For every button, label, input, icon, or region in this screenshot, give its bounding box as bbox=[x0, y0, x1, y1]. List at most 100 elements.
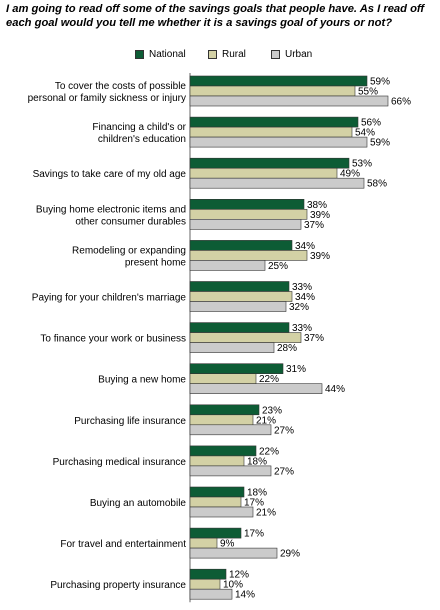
data-label-urban: 27% bbox=[274, 466, 294, 477]
category-label: personal or family sickness or injury bbox=[28, 93, 186, 104]
bar-national bbox=[189, 527, 242, 539]
chart-title-line-2: each goal would you tell me whether it i… bbox=[6, 17, 393, 29]
bar-national bbox=[189, 322, 290, 333]
chart-title-line-1: I am going to read off some of the savin… bbox=[6, 3, 425, 15]
legend-swatch-urban bbox=[271, 50, 280, 59]
bar-rural bbox=[189, 250, 308, 261]
data-label-urban: 21% bbox=[256, 508, 276, 519]
bar-rural bbox=[189, 537, 218, 549]
category-label: other consumer durables bbox=[75, 216, 186, 227]
bar-urban bbox=[189, 547, 278, 559]
bar-urban bbox=[189, 342, 275, 353]
data-label-urban: 29% bbox=[280, 549, 300, 560]
data-label-rural: 18% bbox=[247, 456, 267, 467]
bar-rural bbox=[189, 291, 293, 302]
category-label: Financing a child's or bbox=[92, 122, 186, 133]
category-label: Buying home electronic items and bbox=[36, 204, 186, 215]
data-label-national: 33% bbox=[292, 323, 312, 334]
data-label-national: 34% bbox=[295, 241, 315, 252]
category-label: To cover the costs of possible bbox=[55, 81, 187, 92]
data-label-rural: 17% bbox=[244, 498, 264, 509]
bar-urban bbox=[189, 383, 323, 395]
category-label: Buying a new home bbox=[98, 375, 186, 386]
data-label-national: 12% bbox=[229, 570, 249, 581]
data-label-urban: 27% bbox=[274, 425, 294, 436]
data-label-national: 38% bbox=[307, 200, 327, 211]
bar-national bbox=[189, 240, 293, 251]
category-label: Purchasing property insurance bbox=[50, 580, 186, 591]
legend-swatch-national bbox=[135, 50, 144, 59]
data-label-national: 53% bbox=[352, 159, 372, 170]
category-label: present home bbox=[125, 257, 187, 268]
data-label-urban: 14% bbox=[235, 590, 255, 601]
bar-national bbox=[189, 404, 260, 416]
category-label: Buying an automobile bbox=[90, 498, 187, 509]
data-label-urban: 59% bbox=[370, 138, 390, 149]
category-label: Purchasing medical insurance bbox=[53, 457, 187, 468]
category-label: Remodeling or expanding bbox=[72, 245, 186, 256]
data-label-national: 17% bbox=[244, 529, 264, 540]
bar-rural bbox=[189, 414, 254, 426]
bar-rural bbox=[189, 578, 221, 590]
data-label-rural: 22% bbox=[259, 374, 279, 385]
bar-national bbox=[189, 199, 305, 210]
bar-national bbox=[189, 75, 368, 87]
bar-rural bbox=[189, 85, 356, 97]
chart-title: I am going to read off some of the savin… bbox=[6, 2, 436, 30]
bar-rural bbox=[189, 167, 338, 179]
bar-urban bbox=[189, 219, 302, 230]
bar-rural bbox=[189, 373, 257, 385]
bar-urban bbox=[189, 588, 233, 600]
legend-label-rural: Rural bbox=[222, 49, 246, 60]
data-label-urban: 28% bbox=[277, 343, 297, 354]
data-label-rural: 21% bbox=[256, 415, 276, 426]
category-label: Purchasing life insurance bbox=[74, 416, 186, 427]
data-label-rural: 39% bbox=[310, 210, 330, 221]
data-label-urban: 44% bbox=[325, 384, 345, 395]
bar-urban bbox=[189, 424, 272, 436]
category-label: Savings to take care of my old age bbox=[33, 169, 187, 180]
legend-label-national: National bbox=[149, 49, 186, 60]
bar-urban bbox=[189, 95, 389, 107]
bar-rural bbox=[189, 332, 302, 343]
bar-national bbox=[189, 486, 245, 498]
bar-national bbox=[189, 281, 290, 292]
data-label-urban: 58% bbox=[367, 179, 387, 190]
legend-swatch-rural bbox=[208, 50, 217, 59]
legend: National Rural Urban bbox=[0, 48, 440, 62]
data-label-national: 18% bbox=[247, 488, 267, 499]
category-label: For travel and entertainment bbox=[60, 539, 186, 550]
data-label-urban: 37% bbox=[304, 220, 324, 231]
bar-urban bbox=[189, 506, 254, 518]
data-label-national: 59% bbox=[370, 77, 390, 88]
data-label-urban: 32% bbox=[289, 302, 309, 313]
category-label: Paying for your children's marriage bbox=[32, 293, 187, 304]
bar-urban bbox=[189, 260, 266, 271]
category-label: To finance your work or business bbox=[40, 334, 186, 345]
data-label-national: 31% bbox=[286, 364, 306, 375]
bar-rural bbox=[189, 126, 353, 138]
data-label-national: 23% bbox=[262, 405, 282, 416]
bar-rural bbox=[189, 496, 242, 508]
bar-rural bbox=[189, 209, 308, 220]
data-label-urban: 66% bbox=[391, 97, 411, 108]
data-label-national: 56% bbox=[361, 118, 381, 129]
bar-urban bbox=[189, 136, 368, 148]
bar-national bbox=[189, 363, 284, 375]
data-label-national: 22% bbox=[259, 446, 279, 457]
bar-rural bbox=[189, 455, 245, 467]
data-label-national: 33% bbox=[292, 282, 312, 293]
category-label: children's education bbox=[98, 134, 186, 145]
data-label-rural: 55% bbox=[358, 87, 378, 98]
data-label-rural: 39% bbox=[310, 251, 330, 262]
bar-national bbox=[189, 568, 227, 580]
bar-urban bbox=[189, 465, 272, 477]
data-label-rural: 10% bbox=[223, 580, 243, 591]
bar-urban bbox=[189, 177, 365, 189]
data-label-rural: 9% bbox=[220, 539, 235, 550]
data-label-urban: 25% bbox=[268, 261, 288, 272]
bar-national bbox=[189, 157, 350, 169]
bar-national bbox=[189, 116, 359, 128]
data-label-rural: 49% bbox=[340, 169, 360, 180]
bar-urban bbox=[189, 301, 287, 312]
